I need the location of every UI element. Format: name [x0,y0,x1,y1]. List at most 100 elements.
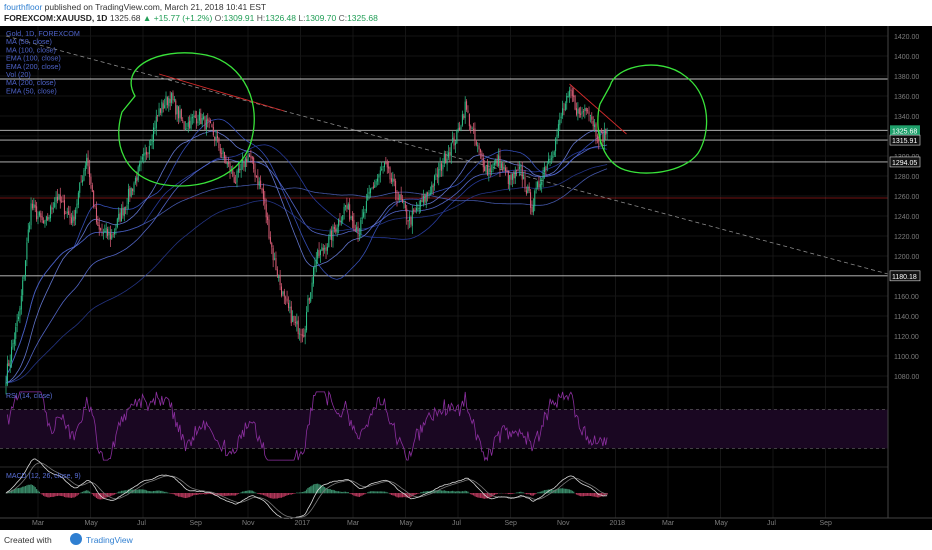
macd-hist-bar [492,493,494,496]
legend-item[interactable]: EMA (100, close) [6,54,61,63]
macd-hist-bar [561,488,564,494]
macd-hist-bar [312,484,315,494]
macd-hist-bar [305,489,308,494]
candle-body [247,154,249,162]
macd-hist-bar [120,490,123,494]
candle-body [479,149,481,153]
macd-hist-bar [542,490,544,494]
macd-hist-bar [129,489,131,494]
candle-body [402,199,404,203]
legend-item[interactable]: Gold, 1D, FOREXCOM [6,29,80,38]
candle-body [535,187,537,191]
macd-hist-bar [375,491,377,494]
macd-hist-bar [371,491,373,494]
price-axis[interactable]: 1420.001400.001380.001360.001340.001320.… [887,26,932,530]
low-label: L: [298,13,306,23]
macd-hist-bar [179,493,181,497]
macd-hist-bar [459,491,461,494]
macd-hist-bar [507,493,509,495]
macd-hist-bar [45,493,47,497]
candle-body [331,230,333,241]
macd-hist-bar [36,489,38,494]
macd-hist-bar [59,493,61,496]
candle-body [377,178,379,182]
candle-body [178,106,180,119]
candle-body [446,158,448,165]
candle-body [197,121,199,123]
candle-body [9,360,11,367]
candle-body [481,152,483,158]
candle-body [531,206,533,212]
legend-item[interactable]: EMA (50, close) [6,86,57,95]
macd-hist-bar [524,493,526,494]
macd-hist-bar [145,490,148,494]
candle-body [368,191,370,194]
candle-body [214,136,216,141]
candle-body [235,182,237,184]
tradingview-brand[interactable]: TradingView [86,535,133,545]
macd-hist-bar [415,493,418,495]
macd-hist-bar [48,493,50,498]
author-link[interactable]: fourthfloor [4,2,43,12]
candle-body [517,169,519,171]
candle-body [260,180,262,187]
macd-hist-bar [26,485,28,494]
legend-item[interactable]: MA (200, close) [6,78,56,87]
macd-hist-bar [575,493,578,495]
candle-body [140,160,142,165]
candle-body [222,150,224,154]
candle-body [215,137,217,140]
candle-body [375,181,377,185]
macd-hist-bar [582,493,585,497]
candle-body [432,185,434,188]
macd-hist-bar [248,490,251,494]
macd-hist-bar [170,493,173,494]
candle-body [267,216,269,220]
candle-body [187,122,189,127]
candle-body [358,234,360,236]
candle-body [493,162,495,165]
time-axis[interactable]: Mar May Jul Sep Nov 2017 Mar May Jul Sep Nov 2018 Ma… [0,517,932,527]
time-tick-label: May [85,520,99,527]
macd-hist-bar [186,493,188,498]
chart-canvas[interactable]: RSI (14, close)80.000060.000040.000020.0… [0,26,932,530]
macd-hist-bar [383,491,386,494]
candle-body [514,170,516,179]
legend-item[interactable]: MA (50, close) [6,37,52,46]
legend-item[interactable]: EMA (200, close) [6,62,61,71]
rsi-pane: RSI (14, close)80.000060.000040.000020.0… [0,386,932,463]
candle-body [13,339,15,344]
candle-body [403,202,405,205]
macd-hist-bar [241,491,244,494]
candle-body [304,329,306,337]
candle-body [189,120,191,129]
macd-hist-bar [438,490,440,494]
candle-body [580,113,582,115]
candle-body [460,126,462,130]
candle-body [237,168,239,173]
candle-body [169,98,171,103]
macd-hist-bar [518,491,521,494]
candle-body [98,224,100,230]
candle-body [431,184,433,194]
macd-hist-bar [598,493,600,498]
macd-hist-bar [232,493,234,496]
candle-body [26,242,28,260]
candle-body [198,111,200,121]
macd-hist-bar [379,491,381,494]
candle-body [396,191,398,200]
macd-hist-bar [61,493,63,497]
candle-body [8,363,10,366]
candle-body [452,137,454,142]
legend-item[interactable]: Vol (20) [6,70,31,79]
legend-item[interactable]: MA (100, close) [6,45,56,54]
macd-hist-bar [101,493,103,500]
candle-body [242,160,244,163]
candle-body [447,152,449,158]
candle-body [428,192,430,195]
ma-line [5,164,608,384]
candle-body [97,221,99,226]
candle-body [107,229,109,236]
macd-hist-bar [467,491,469,494]
